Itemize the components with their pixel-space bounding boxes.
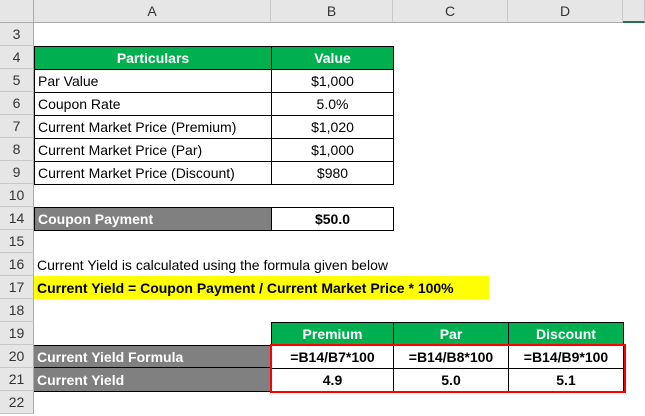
value-cell[interactable]: $980 bbox=[271, 161, 394, 185]
coupon-payment-value[interactable]: $50.0 bbox=[271, 207, 394, 231]
value-cell[interactable]: $1,020 bbox=[271, 115, 394, 139]
column-header-e[interactable] bbox=[623, 0, 645, 23]
highlight-box bbox=[270, 344, 626, 393]
row-header-10[interactable]: 10 bbox=[0, 184, 34, 207]
row-header-4[interactable]: 4 bbox=[0, 46, 34, 69]
particular-cell[interactable]: Current Market Price (Par) bbox=[34, 138, 272, 162]
row-header-18[interactable]: 18 bbox=[0, 299, 34, 322]
row-header-15[interactable]: 15 bbox=[0, 230, 34, 253]
row-header-19[interactable]: 19 bbox=[0, 322, 34, 345]
column-header-d[interactable]: D bbox=[508, 0, 623, 23]
row-header-14[interactable]: 14 bbox=[0, 207, 34, 230]
value-header: Value bbox=[271, 46, 394, 70]
column-header-c[interactable]: C bbox=[393, 0, 508, 23]
particular-cell[interactable]: Coupon Rate bbox=[34, 92, 272, 116]
row-header-17[interactable]: 17 bbox=[0, 276, 34, 299]
par-header: Par bbox=[393, 322, 509, 346]
current-yield-formula-label: Current Yield Formula bbox=[34, 345, 271, 368]
row-header-21[interactable]: 21 bbox=[0, 368, 34, 391]
value-cell[interactable]: $1,000 bbox=[271, 69, 394, 93]
row-header-5[interactable]: 5 bbox=[0, 69, 34, 92]
particular-cell[interactable]: Current Market Price (Discount) bbox=[34, 161, 272, 185]
value-cell[interactable]: $1,000 bbox=[271, 138, 394, 162]
note-text: Current Yield is calculated using the fo… bbox=[37, 256, 388, 273]
row-header-6[interactable]: 6 bbox=[0, 92, 34, 115]
current-yield-label: Current Yield bbox=[34, 368, 271, 392]
discount-header: Discount bbox=[508, 322, 624, 346]
row-header-9[interactable]: 9 bbox=[0, 161, 34, 184]
particular-cell[interactable]: Current Market Price (Premium) bbox=[34, 115, 272, 139]
row-header-20[interactable]: 20 bbox=[0, 345, 34, 368]
row-header-7[interactable]: 7 bbox=[0, 115, 34, 138]
particulars-header: Particulars bbox=[34, 46, 272, 70]
column-header-a[interactable]: A bbox=[34, 0, 271, 23]
row-header-22[interactable]: 22 bbox=[0, 391, 34, 414]
premium-header: Premium bbox=[271, 322, 394, 346]
select-all-corner[interactable] bbox=[0, 0, 34, 23]
value-cell[interactable]: 5.0% bbox=[271, 92, 394, 116]
particular-cell[interactable]: Par Value bbox=[34, 69, 272, 93]
row-header-8[interactable]: 8 bbox=[0, 138, 34, 161]
formula-text: Current Yield = Coupon Payment / Current… bbox=[34, 276, 489, 299]
row-header-3[interactable]: 3 bbox=[0, 23, 34, 46]
column-header-b[interactable]: B bbox=[271, 0, 393, 23]
row-header-16[interactable]: 16 bbox=[0, 253, 34, 276]
coupon-payment-label: Coupon Payment bbox=[34, 207, 272, 231]
